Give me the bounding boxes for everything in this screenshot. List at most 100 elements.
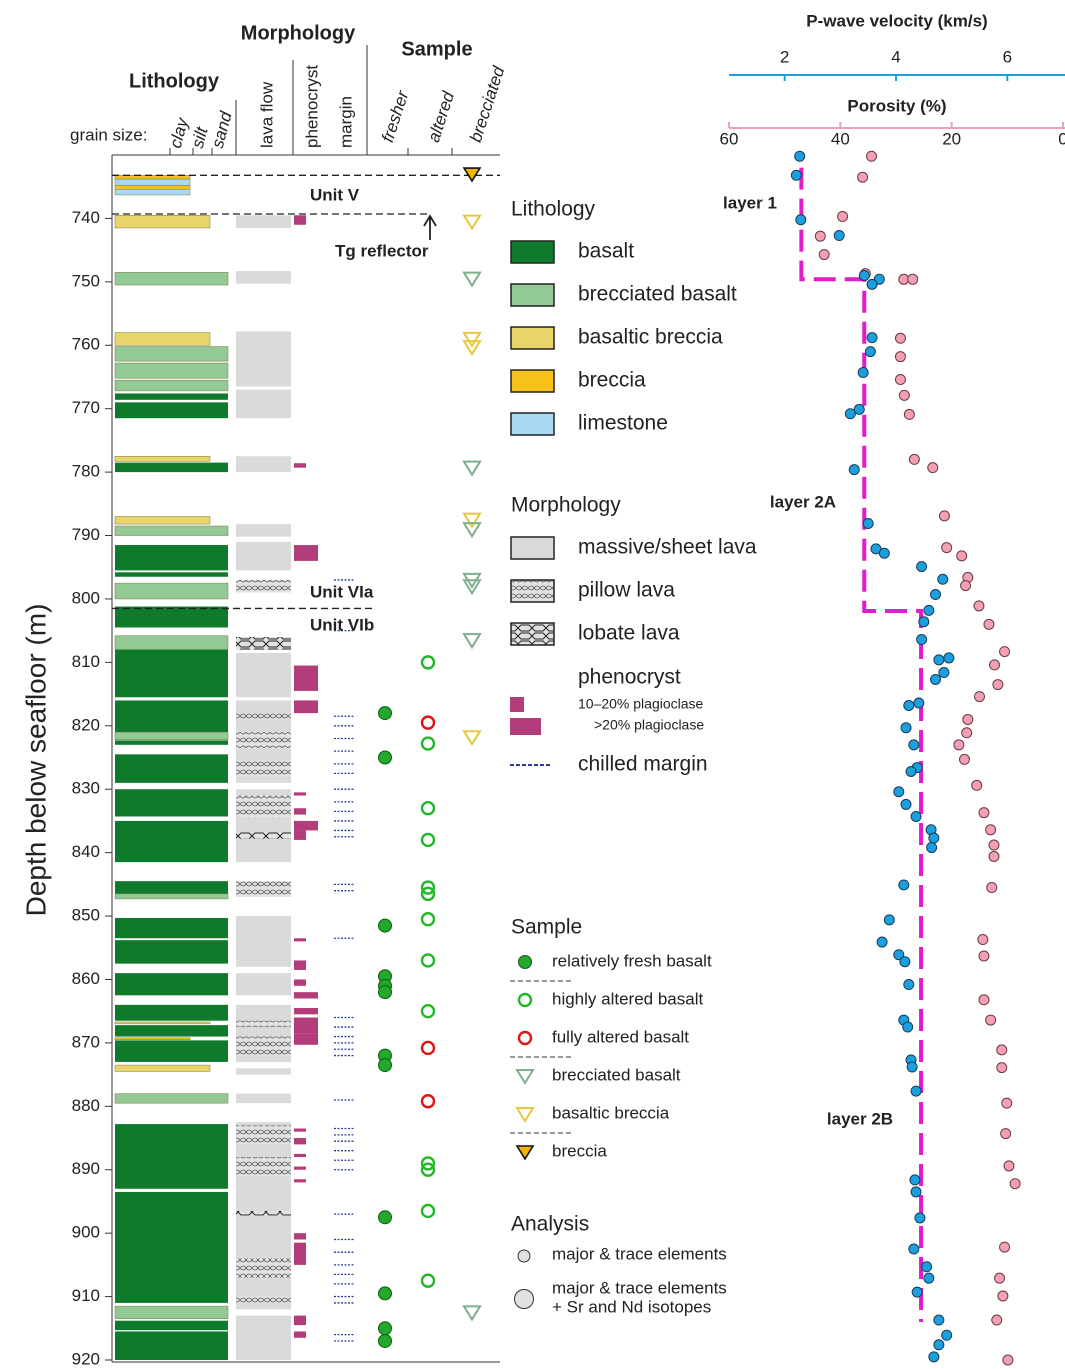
sample-marker <box>420 880 436 895</box>
sample-marker <box>462 331 482 348</box>
morphology-interval <box>236 1296 291 1303</box>
y-tick-label: 880 <box>72 1096 100 1115</box>
velocity-point <box>857 367 869 379</box>
lithology-interval <box>115 402 228 419</box>
sample-marker <box>462 512 482 529</box>
lithology-interval <box>114 1093 229 1104</box>
lithology-interval <box>114 731 229 740</box>
sample-marker <box>378 750 392 765</box>
velocity-point <box>906 1061 918 1073</box>
y-tick-label: 920 <box>72 1349 100 1368</box>
porosity-point <box>992 679 1004 691</box>
x-tick-label: 40 <box>831 129 850 148</box>
velocity-point <box>909 1174 921 1186</box>
sample-marker <box>420 1156 436 1171</box>
legend-swatch <box>510 283 555 307</box>
velocity-point <box>870 543 882 555</box>
header: grain size: <box>70 125 147 144</box>
sample-marker <box>420 1040 436 1056</box>
phenocryst-interval <box>294 1153 306 1158</box>
velocity-point <box>899 956 911 968</box>
legend-label: breccia <box>578 369 646 392</box>
velocity-point <box>848 464 860 476</box>
phenocryst-interval <box>294 1242 306 1265</box>
phenocryst-interval <box>294 1179 306 1183</box>
phenocryst-interval <box>294 545 318 561</box>
porosity-point <box>818 249 830 261</box>
phenocryst-interval <box>294 1033 318 1045</box>
lithology-interval <box>114 1305 229 1320</box>
lithology-interval <box>115 940 228 964</box>
x-tick-label: 0 <box>1058 129 1065 148</box>
lithology-interval <box>115 740 228 745</box>
lithology-interval <box>115 1040 228 1062</box>
sample-marker <box>378 706 392 721</box>
legend-swatch <box>510 412 555 436</box>
morphology-interval <box>236 732 291 748</box>
velocity-point <box>902 1021 914 1033</box>
velocity-point <box>908 739 920 751</box>
legend-symbol <box>517 1030 533 1046</box>
sample-marker <box>462 167 482 183</box>
legend-label: limestone <box>578 412 668 435</box>
legend-label: relatively fresh basalt <box>552 951 712 970</box>
lithology-interval <box>114 582 229 600</box>
phenocryst-interval <box>294 1166 306 1170</box>
y-tick-label: 780 <box>72 462 100 481</box>
porosity-point <box>894 351 906 363</box>
morphology-interval <box>236 1036 291 1056</box>
morphology-interval <box>236 916 291 967</box>
y-tick-label: 870 <box>72 1032 100 1051</box>
x-tick-label: 60 <box>720 129 739 148</box>
porosity-point <box>994 1272 1006 1284</box>
sample-marker <box>420 953 436 968</box>
y-tick-label: 790 <box>72 525 100 544</box>
sample-marker <box>462 730 482 747</box>
lithology-interval <box>114 893 229 900</box>
header: brecciated <box>466 64 508 145</box>
porosity-point <box>1001 1097 1013 1109</box>
porosity-point <box>894 332 906 344</box>
porosity-point <box>985 824 997 836</box>
porosity-point <box>996 1062 1008 1074</box>
lithology-interval <box>115 789 228 817</box>
legend-swatch <box>510 536 555 560</box>
phenocryst-interval <box>294 665 318 691</box>
porosity-point <box>898 389 910 401</box>
porosity-point <box>978 950 990 962</box>
legend-label: chilled margin <box>578 753 708 776</box>
sample-marker <box>420 886 436 902</box>
velocity-point <box>928 1351 940 1363</box>
velocity-point <box>914 1212 926 1224</box>
legend-label: + Sr and Nd isotopes <box>552 1297 711 1316</box>
lithology-interval <box>115 1124 228 1189</box>
porosity-point <box>973 600 985 612</box>
velocity-point <box>923 604 935 616</box>
legend-label: brecciated basalt <box>578 283 737 306</box>
velocity-point <box>913 697 925 709</box>
morphology-interval <box>236 215 291 228</box>
header: phenocryst <box>302 65 321 148</box>
phenocryst-interval <box>294 1128 306 1132</box>
x-tick-label: 6 <box>1003 47 1012 66</box>
y-tick-label: 800 <box>72 588 100 607</box>
header: sand <box>208 109 236 150</box>
sample-marker <box>462 522 482 539</box>
sample-marker <box>420 1162 436 1177</box>
lithology-interval <box>114 362 229 379</box>
legend-swatch <box>510 326 555 350</box>
morphology-interval <box>236 832 291 839</box>
porosity-point <box>907 273 919 285</box>
velocity-point <box>908 1243 920 1255</box>
phenocryst-interval <box>294 1233 306 1240</box>
sample-marker <box>378 1058 392 1073</box>
porosity-point <box>1009 1178 1021 1190</box>
velocity-point <box>910 1186 922 1198</box>
velocity-point <box>893 786 905 798</box>
legend-label: phenocryst <box>578 666 681 689</box>
lithology-interval <box>114 516 211 525</box>
layer-label: layer 2B <box>827 1109 893 1128</box>
velocity-point <box>876 936 888 948</box>
lithology-interval <box>114 188 191 196</box>
